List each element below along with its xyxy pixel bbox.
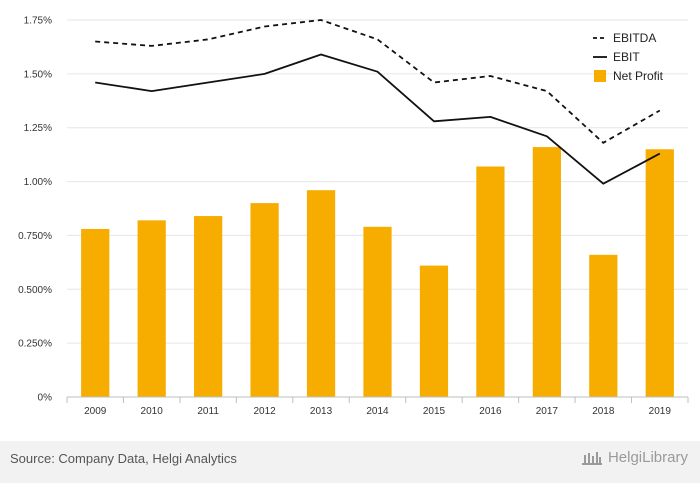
- x-tick-label: 2011: [197, 406, 219, 417]
- x-tick-label: 2016: [479, 406, 502, 417]
- x-tick-label: 2015: [423, 406, 446, 417]
- bar: [589, 254, 618, 397]
- x-tick-label: 2017: [536, 406, 559, 417]
- legend-label-ebitda: EBITDA: [613, 31, 656, 45]
- bar: [645, 149, 674, 397]
- footer: Source: Company Data, Helgi Analytics He…: [0, 441, 700, 483]
- bar: [419, 265, 449, 397]
- x-tick-label: 2012: [253, 406, 276, 417]
- x-tick-label: 2009: [84, 406, 107, 417]
- y-tick-label: 0%: [38, 393, 53, 404]
- legend-label-net-profit: Net Profit: [613, 69, 664, 83]
- line-ebitda: [95, 19, 661, 144]
- bar: [81, 228, 110, 397]
- legend-swatch-net-profit: [594, 70, 606, 82]
- x-tick-label: 2019: [649, 406, 672, 417]
- line-ebit: [95, 53, 661, 185]
- x-tick-label: 2014: [366, 406, 389, 417]
- bar: [476, 166, 505, 397]
- bar-series-net-profit: [81, 147, 674, 397]
- x-axis: 2009 2010 2011 2012 2013 2014 2015 2016 2017 2018…: [66, 396, 689, 417]
- x-tick-label: 2018: [592, 406, 615, 417]
- y-tick-label: 1.00%: [24, 177, 52, 188]
- bar: [194, 216, 223, 397]
- chart: 0% 0.250% 0.500% 0.750% 1.00% 1.25% 1.50% 1.75%…: [18, 16, 689, 417]
- x-tick-label: 2013: [310, 406, 333, 417]
- y-tick-label: 0.500%: [18, 285, 52, 296]
- y-tick-label: 1.25%: [24, 123, 52, 134]
- line-series: [95, 19, 661, 185]
- bar: [306, 190, 336, 397]
- source-note: Source: Company Data, Helgi Analytics: [10, 451, 237, 466]
- legend-label-ebit: EBIT: [613, 50, 640, 64]
- legend: EBITDA EBIT Net Profit: [593, 31, 664, 83]
- x-tick-label: 2010: [141, 406, 164, 417]
- bar: [363, 226, 392, 397]
- y-tick-label: 1.75%: [24, 16, 52, 27]
- y-tick-label: 0.750%: [18, 231, 52, 242]
- brand-name: HelgiLibrary: [607, 449, 688, 466]
- bar: [137, 220, 166, 397]
- library-building-icon: [581, 451, 602, 465]
- y-tick-label: 1.50%: [24, 69, 52, 80]
- brand-logo[interactable]: HelgiLibrary: [581, 449, 688, 466]
- bar: [250, 203, 279, 397]
- bar: [532, 147, 561, 397]
- y-axis-ticks: 0% 0.250% 0.500% 0.750% 1.00% 1.25% 1.50% 1.75%: [18, 16, 52, 404]
- y-tick-label: 0.250%: [18, 339, 52, 350]
